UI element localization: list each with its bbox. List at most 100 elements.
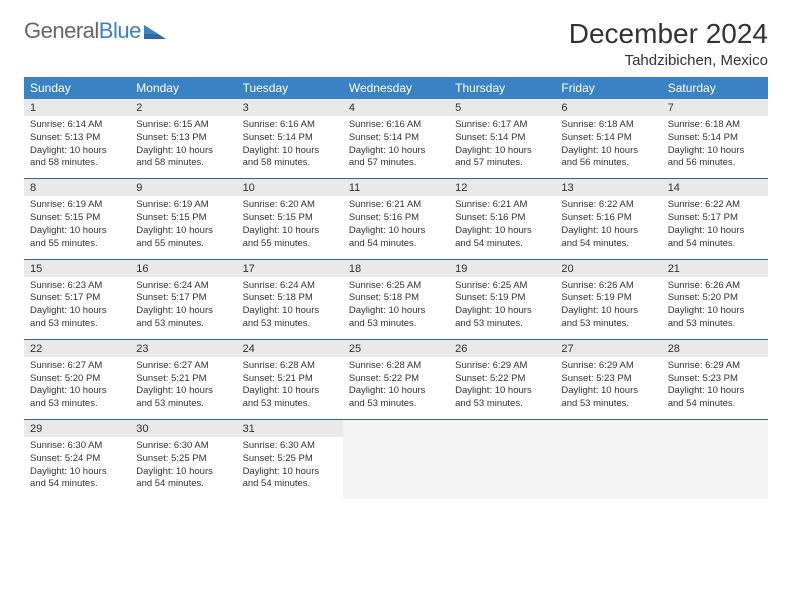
- day-content-cell: [662, 437, 768, 499]
- brand-text-2: Blue: [99, 18, 141, 44]
- day-content-cell: Sunrise: 6:18 AMSunset: 5:14 PMDaylight:…: [555, 116, 661, 179]
- sunset-line: Sunset: 5:21 PM: [243, 373, 337, 386]
- day-content-cell: Sunrise: 6:24 AMSunset: 5:17 PMDaylight:…: [130, 277, 236, 340]
- daylight-line: Daylight: 10 hours and 54 minutes.: [668, 385, 762, 411]
- sunrise-line: Sunrise: 6:21 AM: [455, 199, 549, 212]
- location-subtitle: Tahdzibichen, Mexico: [569, 52, 768, 69]
- day-content-cell: Sunrise: 6:22 AMSunset: 5:17 PMDaylight:…: [662, 196, 768, 259]
- day-number-cell: 12: [449, 179, 555, 197]
- calendar-page: GeneralBlue December 2024 Tahdzibichen, …: [0, 0, 792, 517]
- sunrise-line: Sunrise: 6:19 AM: [30, 199, 124, 212]
- day-content-cell: Sunrise: 6:21 AMSunset: 5:16 PMDaylight:…: [343, 196, 449, 259]
- sunset-line: Sunset: 5:18 PM: [243, 292, 337, 305]
- daylight-line: Daylight: 10 hours and 54 minutes.: [668, 225, 762, 251]
- day-content-row: Sunrise: 6:19 AMSunset: 5:15 PMDaylight:…: [24, 196, 768, 259]
- daylight-line: Daylight: 10 hours and 53 minutes.: [668, 305, 762, 331]
- sunset-line: Sunset: 5:24 PM: [30, 453, 124, 466]
- sunrise-line: Sunrise: 6:18 AM: [668, 119, 762, 132]
- day-content-cell: Sunrise: 6:29 AMSunset: 5:22 PMDaylight:…: [449, 357, 555, 420]
- day-content-cell: Sunrise: 6:16 AMSunset: 5:14 PMDaylight:…: [343, 116, 449, 179]
- sunset-line: Sunset: 5:16 PM: [561, 212, 655, 225]
- day-number-cell: .: [343, 420, 449, 438]
- daylight-line: Daylight: 10 hours and 53 minutes.: [455, 385, 549, 411]
- sunrise-line: Sunrise: 6:27 AM: [136, 360, 230, 373]
- sunrise-line: Sunrise: 6:19 AM: [136, 199, 230, 212]
- sunrise-line: Sunrise: 6:30 AM: [136, 440, 230, 453]
- daylight-line: Daylight: 10 hours and 58 minutes.: [30, 145, 124, 171]
- sunset-line: Sunset: 5:15 PM: [136, 212, 230, 225]
- daylight-line: Daylight: 10 hours and 53 minutes.: [561, 305, 655, 331]
- daylight-line: Daylight: 10 hours and 53 minutes.: [455, 305, 549, 331]
- sunset-line: Sunset: 5:14 PM: [243, 132, 337, 145]
- weekday-header: Tuesday: [237, 77, 343, 99]
- sunrise-line: Sunrise: 6:20 AM: [243, 199, 337, 212]
- day-content-cell: Sunrise: 6:30 AMSunset: 5:25 PMDaylight:…: [237, 437, 343, 499]
- day-number-cell: 30: [130, 420, 236, 438]
- daylight-line: Daylight: 10 hours and 53 minutes.: [136, 385, 230, 411]
- day-content-cell: Sunrise: 6:25 AMSunset: 5:18 PMDaylight:…: [343, 277, 449, 340]
- day-number-row: 22232425262728: [24, 339, 768, 357]
- day-content-cell: Sunrise: 6:29 AMSunset: 5:23 PMDaylight:…: [662, 357, 768, 420]
- sunset-line: Sunset: 5:15 PM: [243, 212, 337, 225]
- day-number-cell: 21: [662, 259, 768, 277]
- sunset-line: Sunset: 5:16 PM: [349, 212, 443, 225]
- sunrise-line: Sunrise: 6:24 AM: [243, 280, 337, 293]
- day-number-cell: .: [449, 420, 555, 438]
- day-number-cell: 10: [237, 179, 343, 197]
- sunrise-line: Sunrise: 6:25 AM: [349, 280, 443, 293]
- day-number-cell: .: [662, 420, 768, 438]
- day-number-cell: 3: [237, 99, 343, 116]
- sunrise-line: Sunrise: 6:16 AM: [243, 119, 337, 132]
- day-content-cell: Sunrise: 6:18 AMSunset: 5:14 PMDaylight:…: [662, 116, 768, 179]
- weekday-header: Monday: [130, 77, 236, 99]
- day-content-cell: Sunrise: 6:15 AMSunset: 5:13 PMDaylight:…: [130, 116, 236, 179]
- day-number-cell: 25: [343, 339, 449, 357]
- sunrise-line: Sunrise: 6:15 AM: [136, 119, 230, 132]
- day-number-cell: .: [555, 420, 661, 438]
- sunrise-line: Sunrise: 6:30 AM: [243, 440, 337, 453]
- daylight-line: Daylight: 10 hours and 57 minutes.: [455, 145, 549, 171]
- sunrise-line: Sunrise: 6:22 AM: [668, 199, 762, 212]
- daylight-line: Daylight: 10 hours and 54 minutes.: [561, 225, 655, 251]
- daylight-line: Daylight: 10 hours and 56 minutes.: [561, 145, 655, 171]
- sunset-line: Sunset: 5:14 PM: [455, 132, 549, 145]
- day-number-cell: 23: [130, 339, 236, 357]
- daylight-line: Daylight: 10 hours and 53 minutes.: [30, 305, 124, 331]
- day-number-cell: 9: [130, 179, 236, 197]
- day-content-row: Sunrise: 6:27 AM Sunset: 5:20 PM Daylight:…: [24, 357, 768, 420]
- sunset-line: Sunset: 5:21 PM: [136, 373, 230, 386]
- day-content-cell: [555, 437, 661, 499]
- sunset-line: Sunset: 5:13 PM: [30, 132, 124, 145]
- day-number-cell: 1: [24, 99, 130, 116]
- daylight-line: Daylight: 10 hours and 54 minutes.: [349, 225, 443, 251]
- day-content-cell: Sunrise: 6:28 AMSunset: 5:21 PMDaylight:…: [237, 357, 343, 420]
- daylight-line: Daylight: 10 hours and 53 minutes.: [349, 305, 443, 331]
- day-content-cell: Sunrise: 6:20 AMSunset: 5:15 PMDaylight:…: [237, 196, 343, 259]
- weekday-header: Sunday: [24, 77, 130, 99]
- title-block: December 2024 Tahdzibichen, Mexico: [569, 18, 768, 69]
- day-number-cell: 2: [130, 99, 236, 116]
- day-number-cell: 22: [24, 339, 130, 357]
- day-number-cell: 27: [555, 339, 661, 357]
- day-number-row: 1234567: [24, 99, 768, 116]
- sunset-line: Sunset: 5:22 PM: [455, 373, 549, 386]
- day-content-cell: Sunrise: 6:17 AMSunset: 5:14 PMDaylight:…: [449, 116, 555, 179]
- daylight-line: Daylight: 10 hours and 53 minutes.: [136, 305, 230, 331]
- weekday-header-row: SundayMondayTuesdayWednesdayThursdayFrid…: [24, 77, 768, 99]
- sunset-line: Sunset: 5:13 PM: [136, 132, 230, 145]
- sunset-line: Sunset: 5:25 PM: [136, 453, 230, 466]
- day-content-cell: Sunrise: 6:19 AMSunset: 5:15 PMDaylight:…: [130, 196, 236, 259]
- sunset-line: Sunset: 5:20 PM: [30, 373, 124, 386]
- daylight-line: Daylight: 10 hours and 54 minutes.: [136, 466, 230, 492]
- daylight-line: Daylight: 10 hours and 54 minutes.: [243, 466, 337, 492]
- sunrise-line: Sunrise: 6:14 AM: [30, 119, 124, 132]
- day-number-cell: 11: [343, 179, 449, 197]
- day-number-cell: 7: [662, 99, 768, 116]
- daylight-line: Daylight: 10 hours and 55 minutes.: [243, 225, 337, 251]
- day-number-cell: 15: [24, 259, 130, 277]
- daylight-line: Daylight: 10 hours and 54 minutes.: [30, 466, 124, 492]
- sunset-line: Sunset: 5:16 PM: [455, 212, 549, 225]
- day-content-cell: Sunrise: 6:24 AMSunset: 5:18 PMDaylight:…: [237, 277, 343, 340]
- day-number-cell: 19: [449, 259, 555, 277]
- sunset-line: Sunset: 5:23 PM: [668, 373, 762, 386]
